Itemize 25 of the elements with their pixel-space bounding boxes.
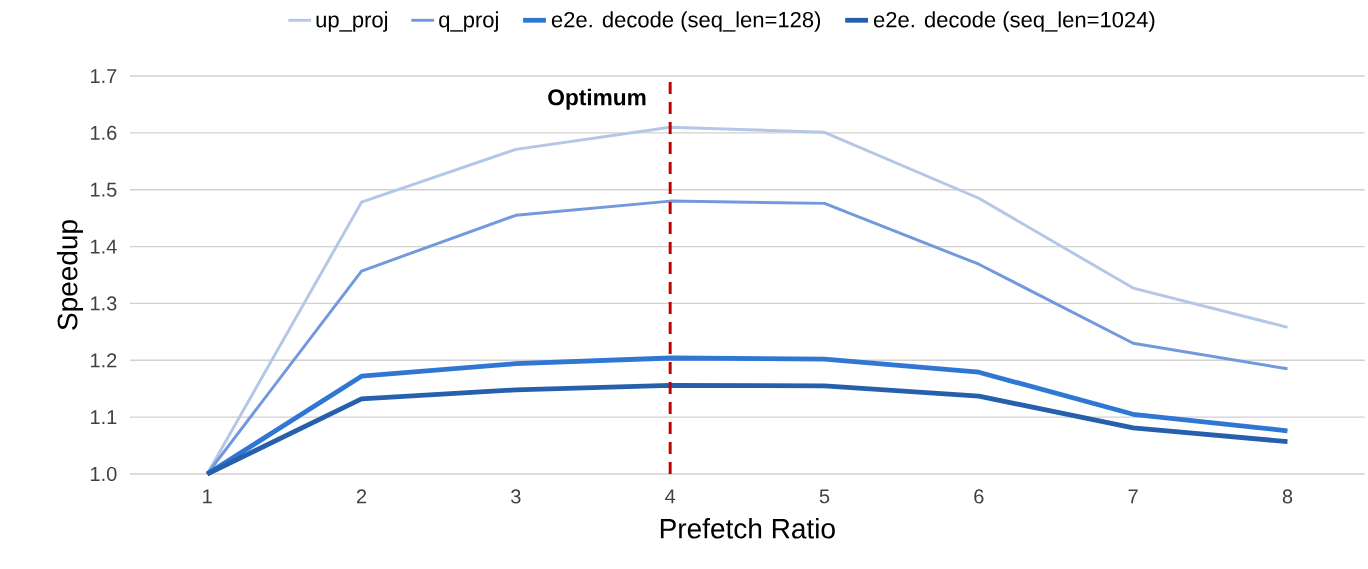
y-tick-label: 1.6 (91, 125, 117, 140)
x-tick-label: 4 (665, 489, 676, 504)
line-series (205, 125, 1289, 476)
x-tick-label: 1 (203, 489, 212, 504)
x-tick-label: 5 (819, 489, 830, 504)
ref-line-label: Optimum (548, 88, 646, 110)
y-tick-label: 1.0 (91, 466, 117, 482)
x-tick-label: 3 (511, 489, 521, 504)
x-tick-label: 7 (1128, 489, 1138, 504)
y-tick-label: 1.3 (91, 296, 117, 311)
y-tick-label: 1.4 (91, 239, 117, 254)
x-tick-label: 8 (1282, 489, 1293, 504)
legend-label: e2e. decode (seq_len=1024) (873, 11, 1155, 32)
x-tick-label: 2 (356, 489, 367, 504)
y-tick-label: 1.7 (91, 69, 117, 83)
y-tick-label: 1.5 (91, 182, 117, 197)
x-tick-label: 6 (974, 489, 984, 504)
legend-label: q_proj (439, 11, 498, 32)
x-axis-title: Prefetch Ratio (660, 518, 835, 539)
line-series (204, 382, 1290, 477)
legend-label: up_proj (316, 11, 388, 32)
y-axis-title: Speedup (56, 220, 84, 330)
y-tick-label: 1.1 (91, 410, 117, 425)
legend-label: e2e. decode (seq_len=128) (551, 11, 821, 32)
y-tick-label: 1.2 (91, 353, 117, 368)
